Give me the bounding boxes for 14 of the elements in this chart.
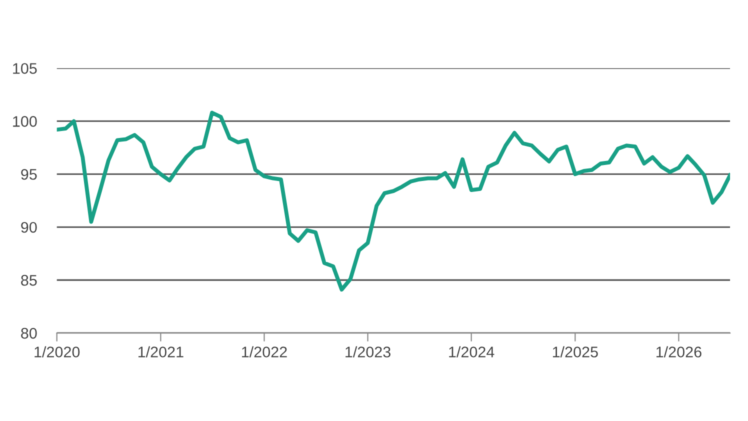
- y-tick-label: 90: [21, 222, 37, 233]
- y-tick-label: 95: [21, 168, 37, 180]
- x-tick-label: 1/2025: [552, 346, 598, 358]
- y-tick-label: 85: [21, 274, 37, 286]
- x-tick-label: 1/2024: [449, 346, 494, 358]
- x-tick-label: 1/2021: [138, 346, 184, 358]
- y-tick-label: 80: [21, 328, 37, 339]
- y-tick-label: 105: [13, 63, 37, 74]
- x-tick-label: 1/2026: [656, 346, 702, 358]
- x-tick-label: 1/2020: [34, 346, 80, 358]
- line-series: [56, 110, 730, 292]
- x-tick-label: 1/2022: [242, 346, 287, 358]
- y-tick-label: 100: [13, 116, 37, 127]
- x-tick-label: 1/2023: [346, 346, 390, 358]
